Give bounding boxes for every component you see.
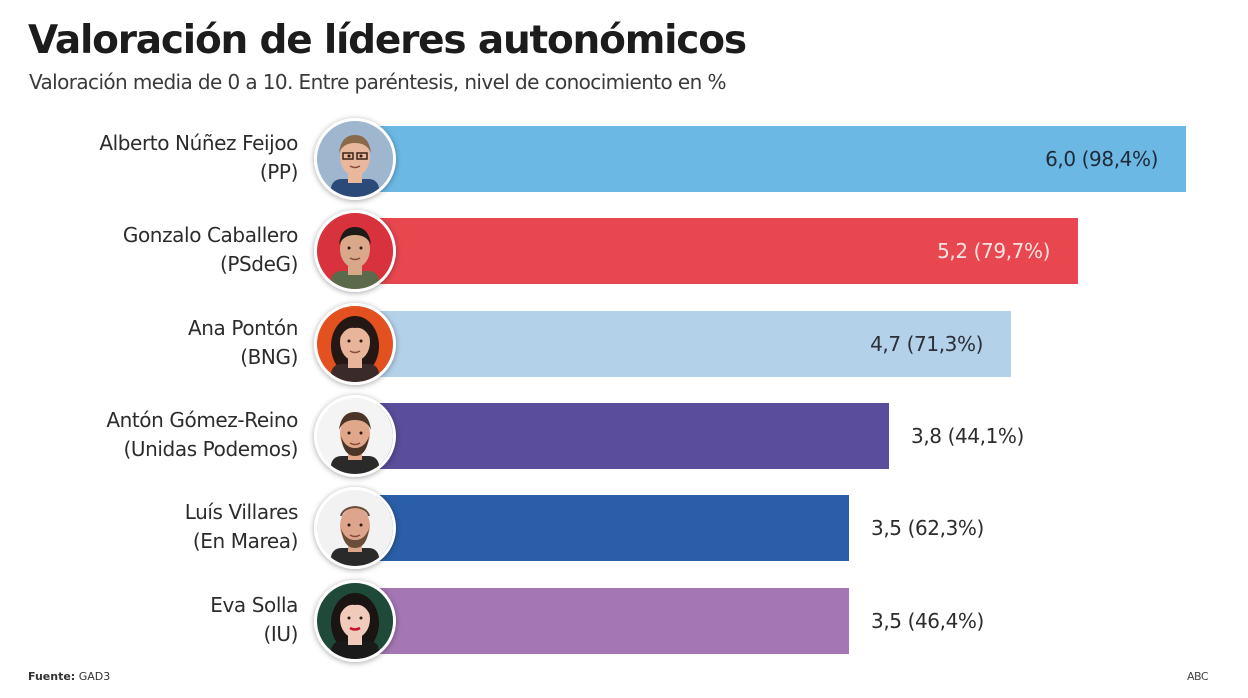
party-name: (BNG) <box>240 345 298 369</box>
data-label: 3,5 (46,4%) <box>871 609 984 633</box>
category-label: Antón Gómez-Reino (Unidas Podemos) <box>106 406 298 464</box>
chart-title: Valoración de líderes autonómicos <box>28 18 747 63</box>
leader-name: Luís Villares <box>184 500 299 524</box>
party-name: (PP) <box>259 160 299 184</box>
data-label: 3,8 (44,1%) <box>911 424 1024 448</box>
bar <box>376 311 1011 377</box>
bar <box>376 495 849 561</box>
avatar-feijoo-photo <box>314 118 396 200</box>
leader-name: Alberto Núñez Feijoo <box>99 131 298 155</box>
leader-name: Eva Solla <box>210 593 298 617</box>
avatar-ponton-photo <box>314 303 396 385</box>
source-note: Fuente: GAD3 <box>28 670 110 683</box>
data-label: 5,2 (79,7%) <box>937 239 1050 263</box>
leader-name: Gonzalo Caballero <box>122 223 299 247</box>
party-name: (En Marea) <box>192 529 299 553</box>
category-label: Eva Solla (IU) <box>210 591 298 649</box>
chart-subtitle: Valoración media de 0 a 10. Entre parént… <box>29 70 726 94</box>
data-label: 3,5 (62,3%) <box>871 516 984 540</box>
avatar-gomez-reino-photo <box>314 395 396 477</box>
bar <box>376 218 1078 284</box>
brand-credit: ABC <box>1186 670 1209 683</box>
avatar-caballero-photo <box>314 210 396 292</box>
category-label: Alberto Núñez Feijoo (PP) <box>99 129 298 187</box>
bar <box>376 588 849 654</box>
data-label: 6,0 (98,4%) <box>1045 147 1158 171</box>
source-value: GAD3 <box>78 670 111 683</box>
avatar-villares-photo <box>314 487 396 569</box>
party-name: (PSdeG) <box>219 252 298 276</box>
bar <box>376 403 889 469</box>
category-label: Gonzalo Caballero (PSdeG) <box>122 221 299 279</box>
data-label: 4,7 (71,3%) <box>870 332 983 356</box>
leader-name: Antón Gómez-Reino <box>106 408 298 432</box>
party-name: (Unidas Podemos) <box>123 437 298 461</box>
category-label: Luís Villares (En Marea) <box>184 498 299 556</box>
avatar-solla-photo <box>314 580 396 662</box>
category-label: Ana Pontón (BNG) <box>188 314 298 372</box>
bar <box>376 126 1186 192</box>
source-label: Fuente: <box>28 670 76 683</box>
leader-name: Ana Pontón <box>188 316 298 340</box>
party-name: (IU) <box>263 622 298 646</box>
